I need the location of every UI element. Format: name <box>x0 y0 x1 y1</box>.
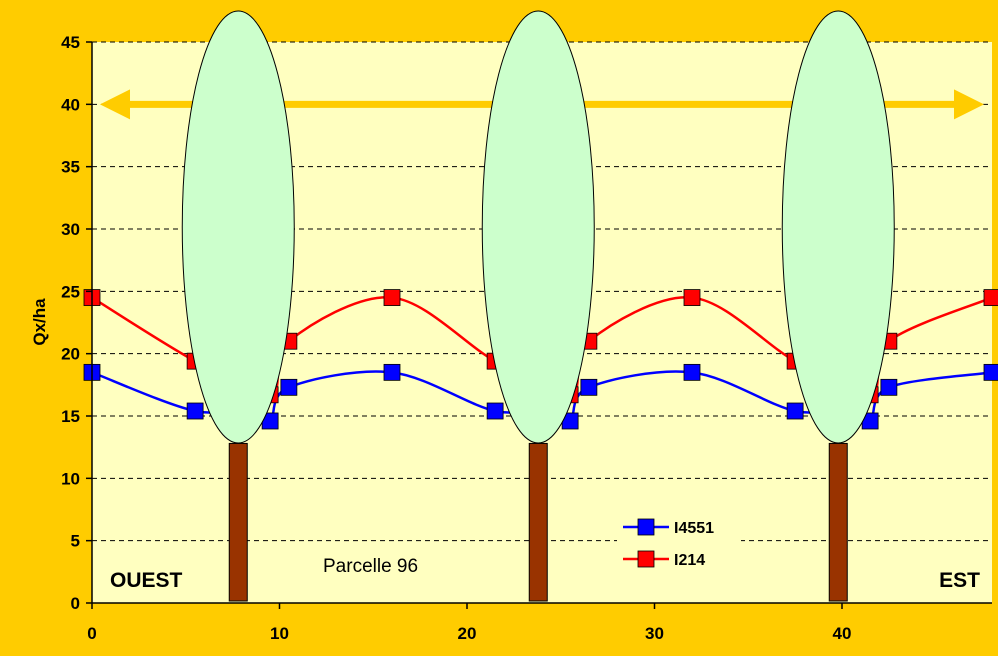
x-tick-label-10: 10 <box>270 624 289 643</box>
x-tick-label-0: 0 <box>87 624 96 643</box>
tree-crown-0 <box>181 10 295 444</box>
y-tick-label-20: 20 <box>61 345 80 364</box>
legend-marker-i4551 <box>637 518 655 536</box>
x-tick-label-40: 40 <box>833 624 852 643</box>
tree-trunk-1 <box>528 442 548 602</box>
series-0-point-4 <box>280 378 298 396</box>
series-1-point-4 <box>383 289 401 306</box>
y-tick-label-0: 0 <box>71 594 80 613</box>
tree-trunk-2 <box>828 442 848 602</box>
tree-crown-1 <box>481 10 595 444</box>
trees-layer <box>181 10 895 602</box>
series-0-point-11 <box>786 402 804 420</box>
west-label: OUEST <box>110 569 183 592</box>
series-0-point-6 <box>486 402 504 420</box>
x-tick-label-20: 20 <box>458 624 477 643</box>
y-tick-label-40: 40 <box>61 95 80 114</box>
tree-trunk-0 <box>228 442 248 602</box>
plot-name-label: Parcelle 96 <box>323 556 418 577</box>
y-tick-label-10: 10 <box>61 469 80 488</box>
series-0-point-1 <box>186 402 204 420</box>
tick-labels: 0 5 10 15 20 25 30 35 40 45 0 10 20 30 40 <box>61 33 851 643</box>
legend-label-i4551: I4551 <box>674 520 714 537</box>
series-0-point-10 <box>683 363 701 381</box>
legend-label-i214: I214 <box>674 552 705 569</box>
x-tick-label-30: 30 <box>645 624 664 643</box>
legend: I4551 I214 <box>617 511 741 577</box>
series-0-point-14 <box>880 378 898 396</box>
tree-crown-2 <box>781 10 895 444</box>
series-1-point-8 <box>683 289 701 306</box>
arrow-head-east <box>954 89 984 120</box>
y-tick-label-25: 25 <box>61 282 80 301</box>
y-tick-label-15: 15 <box>61 407 80 426</box>
y-axis-title: Qx/ha <box>30 298 49 346</box>
y-tick-label-45: 45 <box>61 33 80 52</box>
series-0-point-5 <box>383 363 401 381</box>
arrow-head-west <box>100 89 130 120</box>
series-0-point-15 <box>983 363 998 381</box>
series-1-point-12 <box>983 289 998 306</box>
east-label: EST <box>939 569 980 592</box>
y-tick-label-5: 5 <box>71 532 80 551</box>
y-tick-label-30: 30 <box>61 220 80 239</box>
axes <box>86 41 992 609</box>
legend-marker-i214 <box>637 550 655 568</box>
series-0-point-9 <box>580 378 598 396</box>
y-tick-label-35: 35 <box>61 158 80 177</box>
